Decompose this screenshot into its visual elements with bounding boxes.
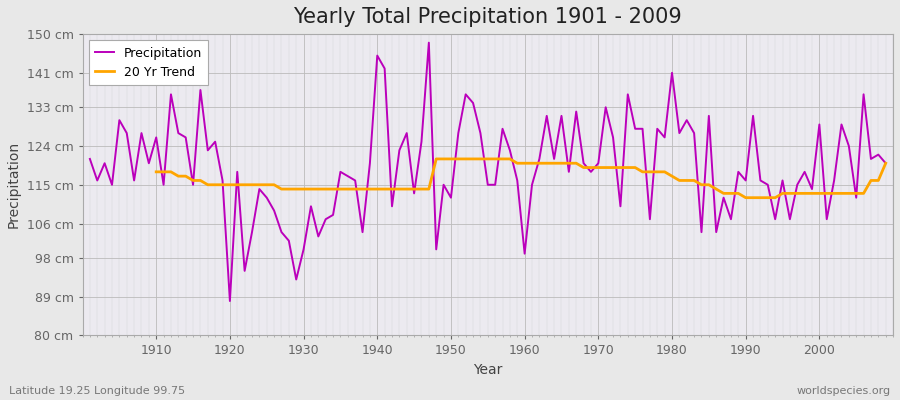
20 Yr Trend xyxy=(880,161,891,166)
Precipitation xyxy=(143,161,154,166)
Precipitation xyxy=(526,182,537,187)
20 Yr Trend xyxy=(431,156,442,161)
20 Yr Trend xyxy=(593,165,604,170)
Line: 20 Yr Trend: 20 Yr Trend xyxy=(157,159,886,198)
Text: Latitude 19.25 Longitude 99.75: Latitude 19.25 Longitude 99.75 xyxy=(9,386,185,396)
20 Yr Trend xyxy=(859,191,869,196)
Precipitation xyxy=(623,92,634,97)
Precipitation xyxy=(423,40,434,45)
Text: worldspecies.org: worldspecies.org xyxy=(796,386,891,396)
Legend: Precipitation, 20 Yr Trend: Precipitation, 20 Yr Trend xyxy=(89,40,208,85)
X-axis label: Year: Year xyxy=(473,363,502,377)
Line: Precipitation: Precipitation xyxy=(90,43,886,301)
Y-axis label: Precipitation: Precipitation xyxy=(7,141,21,228)
20 Yr Trend xyxy=(741,195,751,200)
20 Yr Trend xyxy=(291,187,302,192)
Precipitation xyxy=(313,234,324,239)
20 Yr Trend xyxy=(151,170,162,174)
Precipitation xyxy=(224,299,235,304)
Title: Yearly Total Precipitation 1901 - 2009: Yearly Total Precipitation 1901 - 2009 xyxy=(293,7,682,27)
20 Yr Trend xyxy=(320,187,331,192)
Precipitation xyxy=(85,156,95,161)
20 Yr Trend xyxy=(534,161,544,166)
Precipitation xyxy=(880,161,891,166)
Precipitation xyxy=(357,230,368,234)
20 Yr Trend xyxy=(836,191,847,196)
Precipitation xyxy=(534,156,544,161)
